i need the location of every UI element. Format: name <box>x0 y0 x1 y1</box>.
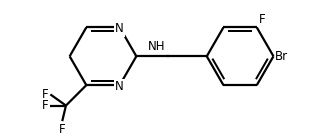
Text: F: F <box>42 88 48 101</box>
Text: N: N <box>115 22 124 35</box>
Text: NH: NH <box>148 40 165 53</box>
Text: F: F <box>42 99 48 112</box>
Text: F: F <box>59 123 65 136</box>
Text: N: N <box>115 80 124 93</box>
Text: F: F <box>259 13 265 26</box>
Text: Br: Br <box>275 50 289 63</box>
